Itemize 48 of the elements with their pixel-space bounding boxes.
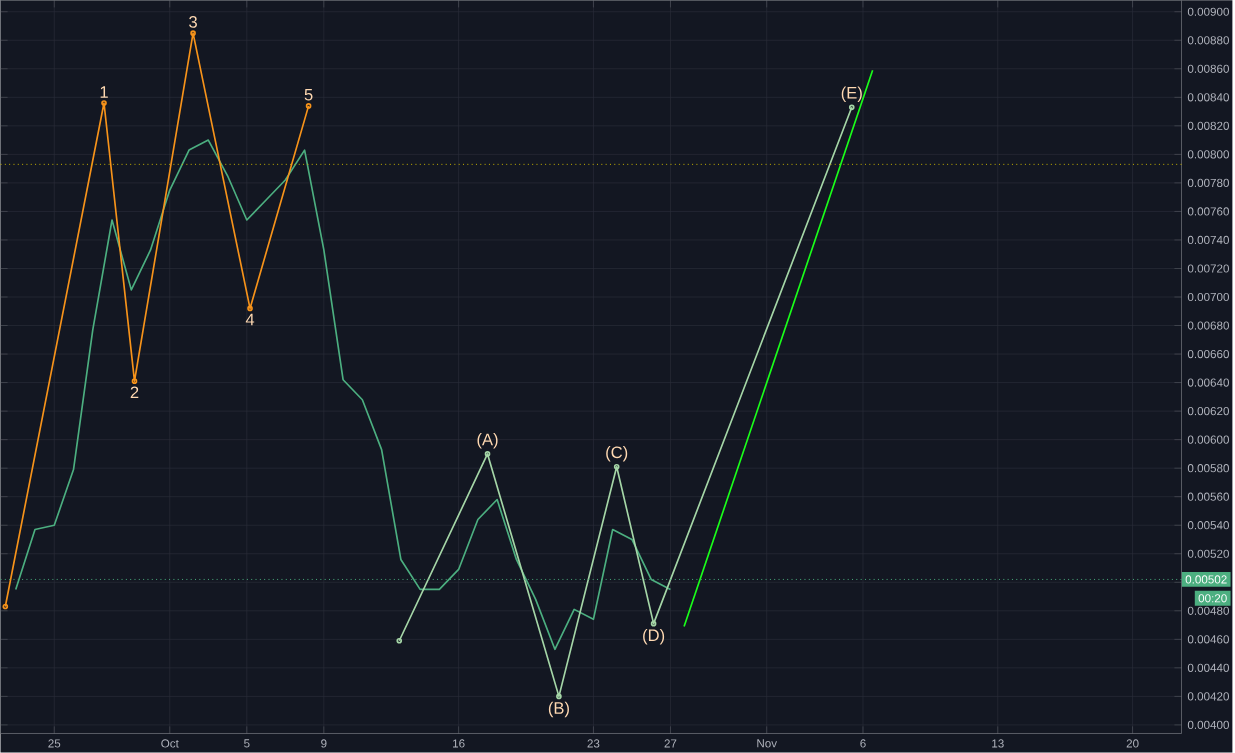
annotation: 2 — [130, 386, 139, 399]
y-tick-label: 0.00900 — [1187, 7, 1230, 16]
y-tick-label: 0.00700 — [1187, 292, 1230, 302]
y-tick-label: 0.00740 — [1187, 235, 1230, 244]
y-tick-label: 0.00820 — [1187, 121, 1230, 130]
x-tick-label: 25 — [48, 739, 61, 748]
x-tick-label: Oct — [161, 739, 179, 748]
y-tick-label: 0.00460 — [1187, 635, 1230, 644]
y-tick-label: 0.00800 — [1187, 150, 1230, 159]
y-tick-label: 0.00680 — [1187, 321, 1230, 330]
y-tick-label: 0.00580 — [1187, 464, 1230, 473]
annotation: 4 — [245, 313, 255, 326]
annotation: (B) — [548, 701, 569, 718]
y-tick-label: 0.00420 — [1187, 692, 1230, 701]
y-tick-label: 0.00720 — [1187, 264, 1230, 273]
x-tick-label: 23 — [587, 739, 600, 748]
annotation: (A) — [477, 433, 498, 449]
x-tick-label: 5 — [244, 739, 250, 748]
annotation: (C) — [606, 445, 628, 462]
x-tick-label: 27 — [664, 739, 677, 748]
y-tick-label: 0.00860 — [1187, 64, 1230, 73]
x-tick-label: Nov — [757, 739, 778, 748]
text: 00:20 — [1198, 594, 1227, 603]
y-tick-label: 0.00520 — [1187, 549, 1230, 558]
y-tick-label: 0.00540 — [1187, 521, 1230, 530]
x-tick-label: 16 — [453, 739, 465, 748]
annotation: (E) — [841, 86, 862, 102]
x-tick-label: 13 — [992, 739, 1004, 748]
y-tick-label: 0.00440 — [1187, 663, 1230, 672]
x-tick-label: 9 — [321, 739, 327, 748]
annotation: 1 — [100, 86, 108, 98]
y-tick-label: 0.00660 — [1187, 349, 1230, 359]
y-tick-label: 0.00780 — [1187, 178, 1230, 187]
ref-line-label: 0.00502 — [1185, 575, 1227, 584]
x-tick-label: 6 — [860, 739, 866, 748]
x-tick-label: 20 — [1126, 739, 1139, 748]
y-tick-label: 0.00760 — [1187, 207, 1230, 216]
y-tick-label: 0.00560 — [1187, 492, 1230, 501]
annotation: 5 — [304, 88, 313, 101]
y-tick-label: 0.00840 — [1187, 93, 1230, 102]
y-tick-label: 0.00480 — [1187, 606, 1230, 615]
annotation: 3 — [189, 15, 197, 28]
annotation: (D) — [643, 628, 665, 645]
y-tick-label: 0.00880 — [1187, 36, 1230, 45]
y-tick-label: 0.00400 — [1187, 720, 1230, 729]
y-tick-label: 0.00600 — [1187, 435, 1230, 444]
y-tick-label: 0.00620 — [1187, 406, 1230, 416]
y-tick-label: 0.00640 — [1187, 378, 1230, 387]
